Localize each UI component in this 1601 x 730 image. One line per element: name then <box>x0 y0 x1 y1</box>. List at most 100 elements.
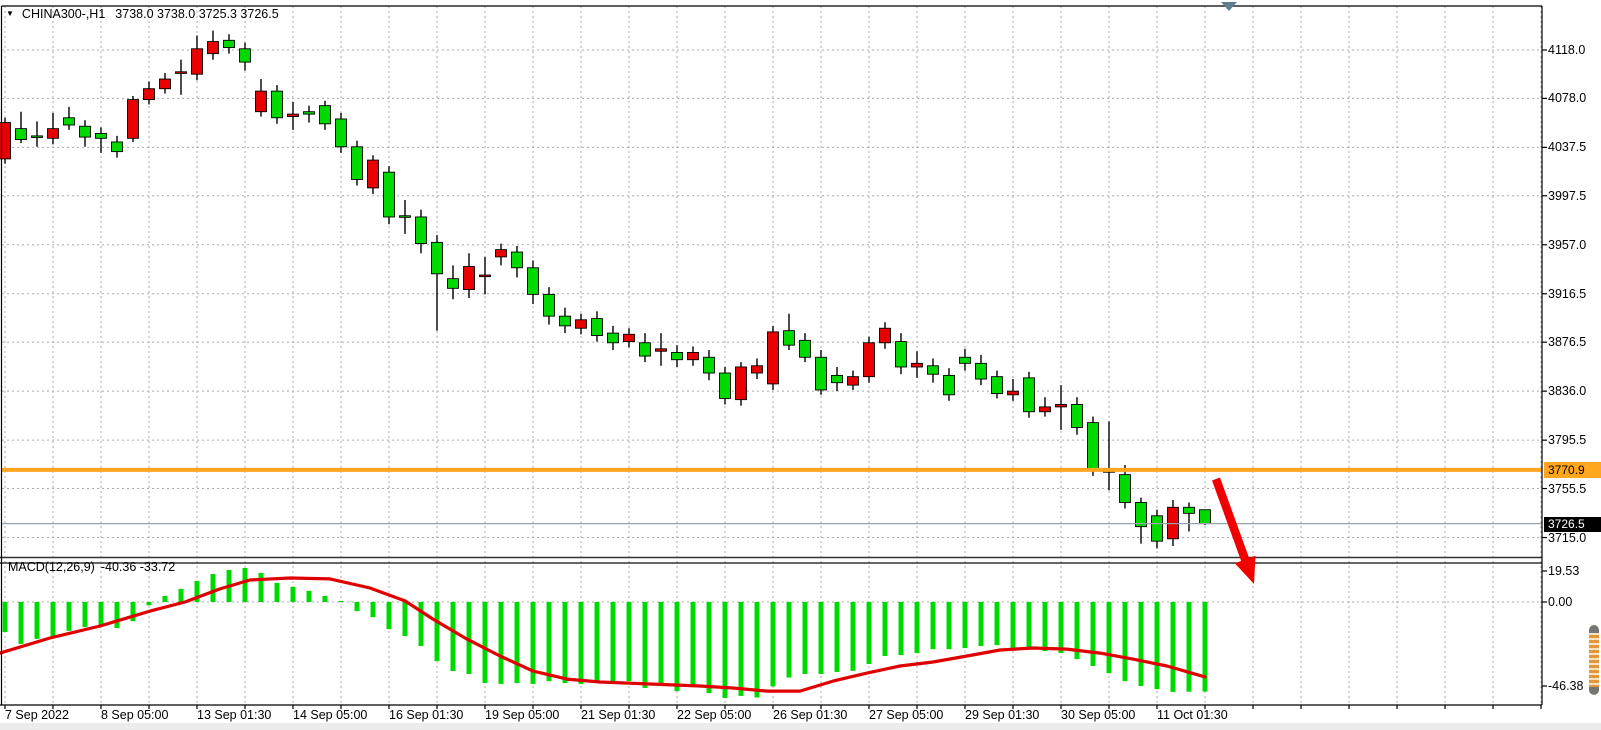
candle-bear <box>607 332 619 344</box>
ohlc-values: 3738.0 3738.0 3725.3 3726.5 <box>115 7 279 21</box>
candle-bull <box>143 88 155 101</box>
candle-bull <box>127 99 139 139</box>
candle-bear <box>1071 404 1083 428</box>
candle-bear <box>815 356 827 391</box>
candle-bull <box>479 274 491 278</box>
candle-bear <box>1183 506 1195 514</box>
candle-bull <box>495 249 507 258</box>
macd-histogram <box>2 568 1208 698</box>
price-axis-label: 4037.5 <box>1548 140 1587 155</box>
candle-bull <box>207 41 219 55</box>
scrollbar-thumb[interactable] <box>1589 625 1599 695</box>
candle-bear <box>1199 509 1211 525</box>
candle-bear <box>31 135 43 138</box>
candle-bull <box>1007 390 1019 396</box>
candle-bear <box>111 141 123 153</box>
candle-bear <box>447 278 459 289</box>
candle-bear <box>591 318 603 336</box>
candle-bull <box>255 90 267 113</box>
candle-bear <box>927 365 939 375</box>
candle-bull <box>623 333 635 343</box>
price-axis-label: 3997.5 <box>1548 188 1587 203</box>
time-axis-label: 16 Sep 01:30 <box>389 708 464 722</box>
candle-bull <box>159 78 171 90</box>
candle-bear <box>559 315 571 327</box>
candle-bear <box>223 39 235 49</box>
candle-bull <box>47 128 59 139</box>
candle-bull <box>863 342 875 378</box>
time-axis-label: 8 Sep 05:00 <box>101 708 169 722</box>
annotation-arrow[interactable] <box>1212 477 1256 584</box>
macd-indicator-label: MACD(12,26,9) -40.36 -33.72 <box>8 560 175 574</box>
candle-bull <box>1055 404 1067 408</box>
time-axis-label: 27 Sep 05:00 <box>869 708 944 722</box>
price-axis-label: 3836.0 <box>1548 384 1587 399</box>
candle-bear <box>543 293 555 317</box>
candle-bull <box>687 352 699 361</box>
candle-bull <box>367 159 379 189</box>
candle-bear <box>319 105 331 125</box>
candle-bear <box>399 215 411 218</box>
macd-name: MACD(12,26,9) <box>8 560 95 574</box>
price-axis-label: 4118.0 <box>1548 43 1586 57</box>
time-axis-label: 14 Sep 05:00 <box>293 708 368 722</box>
candle-bear <box>1151 515 1163 542</box>
symbol-dropdown-icon[interactable]: ▼ <box>6 9 14 18</box>
candle-bear <box>303 111 315 115</box>
candle-bull <box>735 366 747 401</box>
candle-bull <box>879 327 891 344</box>
candle-bull <box>175 71 187 74</box>
candle-bull <box>0 122 11 160</box>
time-axis-label: 26 Sep 01:30 <box>773 708 848 722</box>
candle-bear <box>703 356 715 374</box>
candle-bear <box>1023 377 1035 413</box>
candle-bull <box>751 365 763 374</box>
price-axis-label: 3876.5 <box>1548 335 1587 350</box>
time-axis-label: 7 Sep 2022 <box>5 708 69 722</box>
candle-bull <box>911 362 923 368</box>
candle-bear <box>351 146 363 180</box>
candlestick-series <box>0 30 1211 549</box>
candle-bear <box>383 171 395 218</box>
candle-bear <box>511 251 523 269</box>
candle-bear <box>431 241 443 275</box>
symbol-timeframe-label: CHINA300-,H1 <box>21 7 106 21</box>
candle-bear <box>271 90 283 119</box>
price-axis-label: 3916.5 <box>1548 286 1587 301</box>
candle-bear <box>783 330 795 346</box>
candle-bear <box>15 128 27 140</box>
candle-bear <box>63 117 75 126</box>
resistance-price-tag: 3770.9 <box>1544 462 1601 478</box>
macd-values: -40.36 -33.72 <box>100 560 176 574</box>
price-axis-label: 3795.5 <box>1548 433 1587 448</box>
time-axis-label: 11 Oct 01:30 <box>1157 708 1228 722</box>
time-axis-label: 30 Sep 05:00 <box>1061 708 1136 722</box>
grid <box>2 6 1542 705</box>
candle-bear <box>1135 502 1147 528</box>
candle-bear <box>239 48 251 63</box>
candle-bear <box>799 339 811 358</box>
candle-bull <box>847 376 859 386</box>
price-axis-label: 3715.0 <box>1548 530 1587 545</box>
time-axis-label: 13 Sep 01:30 <box>197 708 272 722</box>
candle-bear <box>639 342 651 357</box>
candle-bull <box>463 266 475 290</box>
price-axis-label: 3957.0 <box>1548 237 1587 252</box>
macd-axis-label: 19.53 <box>1548 564 1580 578</box>
candle-bear <box>79 125 91 138</box>
candle-bull <box>575 319 587 329</box>
bottom-margin <box>0 723 1601 730</box>
chart-frame <box>0 5 1547 709</box>
candle-bull <box>287 113 299 117</box>
candle-bear <box>95 133 107 139</box>
price-axis-label: 3755.5 <box>1548 481 1587 496</box>
scroll-to-end-icon[interactable] <box>1221 2 1237 11</box>
macd-signal-line <box>0 576 1207 693</box>
candle-bear <box>527 267 539 295</box>
candle-bear <box>943 374 955 396</box>
candle-bear <box>959 356 971 364</box>
candle-bear <box>1119 474 1131 503</box>
time-axis-label: 21 Sep 01:30 <box>581 708 656 722</box>
